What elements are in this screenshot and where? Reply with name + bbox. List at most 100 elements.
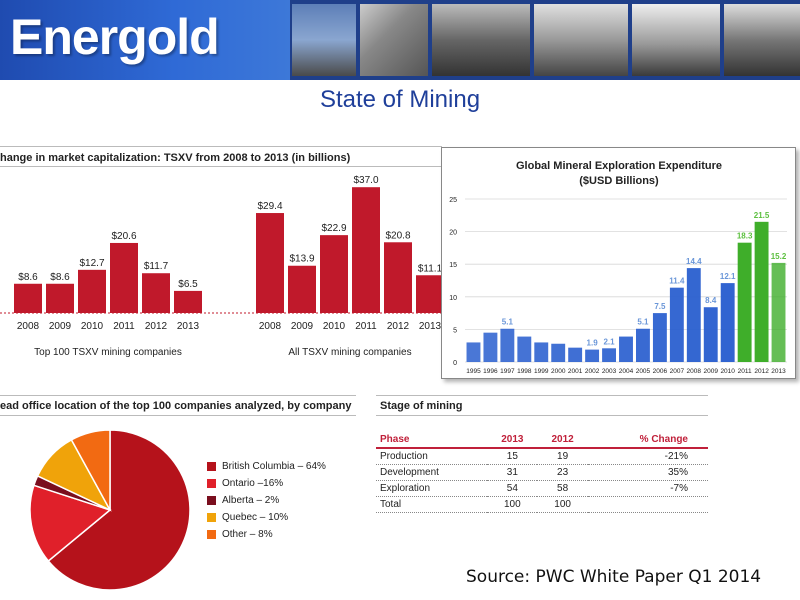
exploration-bar-chart: Global Mineral Exploration Expenditure ($… [449, 160, 787, 375]
bar-value-label: $11.7 [144, 261, 169, 272]
bar [78, 269, 106, 313]
header-photo-2 [360, 4, 428, 76]
stage-cell: 19 [537, 448, 588, 465]
x-tick-label: 1999 [534, 368, 549, 375]
bar-value-label: $12.7 [79, 258, 104, 269]
header-photo-1 [292, 4, 356, 76]
y-tick-label: 10 [449, 295, 457, 302]
exploration-chart-panel [441, 147, 796, 379]
tsxv-bar-charts: $8.6 2008 $8.6 2009 $12.7 2010 $20.6 2011 $11.7 2… [0, 175, 445, 358]
x-tick-label: 2012 [754, 368, 769, 375]
bar [500, 328, 515, 362]
stage-cell: Development [376, 464, 488, 481]
stage-title-rule [376, 395, 708, 396]
x-tick-label: 2012 [145, 321, 168, 332]
x-tick-label: 1997 [500, 368, 515, 375]
x-tick-label: 2009 [704, 368, 719, 375]
bar [669, 287, 684, 362]
x-tick-label: 2009 [291, 321, 314, 332]
chart-title: Global Mineral Exploration Expenditure [516, 160, 722, 172]
bar [288, 265, 316, 313]
bar [320, 235, 348, 313]
legend-label: Other – 8% [222, 529, 273, 540]
legend-swatch [207, 513, 216, 522]
x-axis-label: Top 100 TSXV mining companies [34, 347, 182, 358]
x-tick-label: 1995 [466, 368, 481, 375]
stage-header-2013: 2013 [487, 432, 538, 449]
stage-header-phase: Phase [376, 432, 488, 449]
y-tick-label: 25 [449, 197, 457, 204]
stage-header-row: Phase 2013 2012 % Change [376, 432, 708, 449]
x-tick-label: 2003 [602, 368, 617, 375]
bar-value-label: 15.2 [771, 252, 787, 261]
legend-label: British Columbia – 64% [222, 461, 326, 472]
x-tick-label: 2001 [568, 368, 583, 375]
x-tick-label: 2006 [653, 368, 668, 375]
stage-cell [587, 496, 708, 513]
x-tick-label: 2010 [81, 321, 104, 332]
bar [635, 328, 650, 362]
header-banner: Energold [0, 0, 800, 80]
legend-label: Alberta – 2% [222, 495, 280, 506]
bar [551, 343, 566, 362]
legend-swatch [207, 462, 216, 471]
x-tick-label: 2011 [113, 321, 135, 332]
tsxv-title-rule [0, 146, 442, 147]
tsxv-title-rule-bottom [0, 166, 442, 167]
y-tick-label: 20 [449, 230, 457, 237]
table-row: Total 100 100 [376, 496, 708, 513]
bar-value-label: $22.9 [321, 223, 346, 234]
x-tick-label: 2010 [720, 368, 735, 375]
legend-label: Ontario –16% [222, 478, 284, 489]
table-row: Development 31 23 35% [376, 464, 708, 481]
stage-cell: 100 [537, 496, 588, 513]
pie-title-rule [0, 395, 356, 396]
x-tick-label: 2010 [323, 321, 346, 332]
bar-value-label: 12.1 [720, 272, 736, 281]
x-tick-label: 2005 [636, 368, 651, 375]
x-tick-label: 2002 [585, 368, 600, 375]
y-tick-label: 5 [453, 327, 457, 334]
legend-item: Ontario –16% [207, 478, 283, 489]
bar [14, 283, 42, 313]
pie-section-title: ead office location of the top 100 compa… [0, 400, 352, 412]
bar-value-label: $29.4 [257, 201, 282, 212]
stage-cell: 15 [487, 448, 538, 465]
bar [585, 349, 600, 362]
x-tick-label: 2009 [49, 321, 72, 332]
stage-cell: 31 [487, 464, 538, 481]
bar-value-label: 7.5 [654, 302, 666, 311]
logo-panel: Energold [0, 0, 290, 80]
pie-title-rule-bottom [0, 415, 356, 416]
x-tick-label: 1996 [483, 368, 498, 375]
energold-logo: Energold [10, 9, 220, 65]
bar-value-label: 21.5 [754, 211, 770, 220]
header-photo-4 [534, 4, 628, 76]
bar-value-label: $20.6 [111, 231, 136, 242]
bar-value-label: $20.8 [385, 230, 410, 241]
bar [703, 307, 718, 362]
bar-value-label: $8.6 [18, 272, 38, 283]
bar [256, 213, 284, 313]
bar-value-label: 14.4 [686, 257, 702, 266]
stage-header-change: % Change [587, 432, 708, 449]
stage-table: Phase 2013 2012 % Change Production 15 1… [376, 432, 708, 513]
chart-subtitle: ($USD Billions) [579, 175, 659, 187]
stage-cell: Production [376, 448, 488, 465]
x-tick-label: 2011 [355, 321, 377, 332]
bar-value-label: 11.4 [669, 277, 685, 286]
bar [142, 273, 170, 313]
bar-value-label: $6.5 [178, 279, 198, 290]
stage-cell: 100 [487, 496, 538, 513]
bar [771, 262, 786, 362]
bar-value-label: $37.0 [353, 175, 378, 186]
header-photo-3 [432, 4, 530, 76]
tsxv-section-title: hange in market capitalization: TSXV fro… [0, 152, 351, 164]
bar-value-label: $8.6 [50, 272, 70, 283]
bar-value-label: 18.3 [737, 232, 753, 241]
bar [517, 336, 532, 362]
x-tick-label: 2000 [551, 368, 566, 375]
bar [416, 275, 444, 313]
pie-slice [70, 429, 111, 511]
stage-cell: -7% [587, 480, 708, 497]
